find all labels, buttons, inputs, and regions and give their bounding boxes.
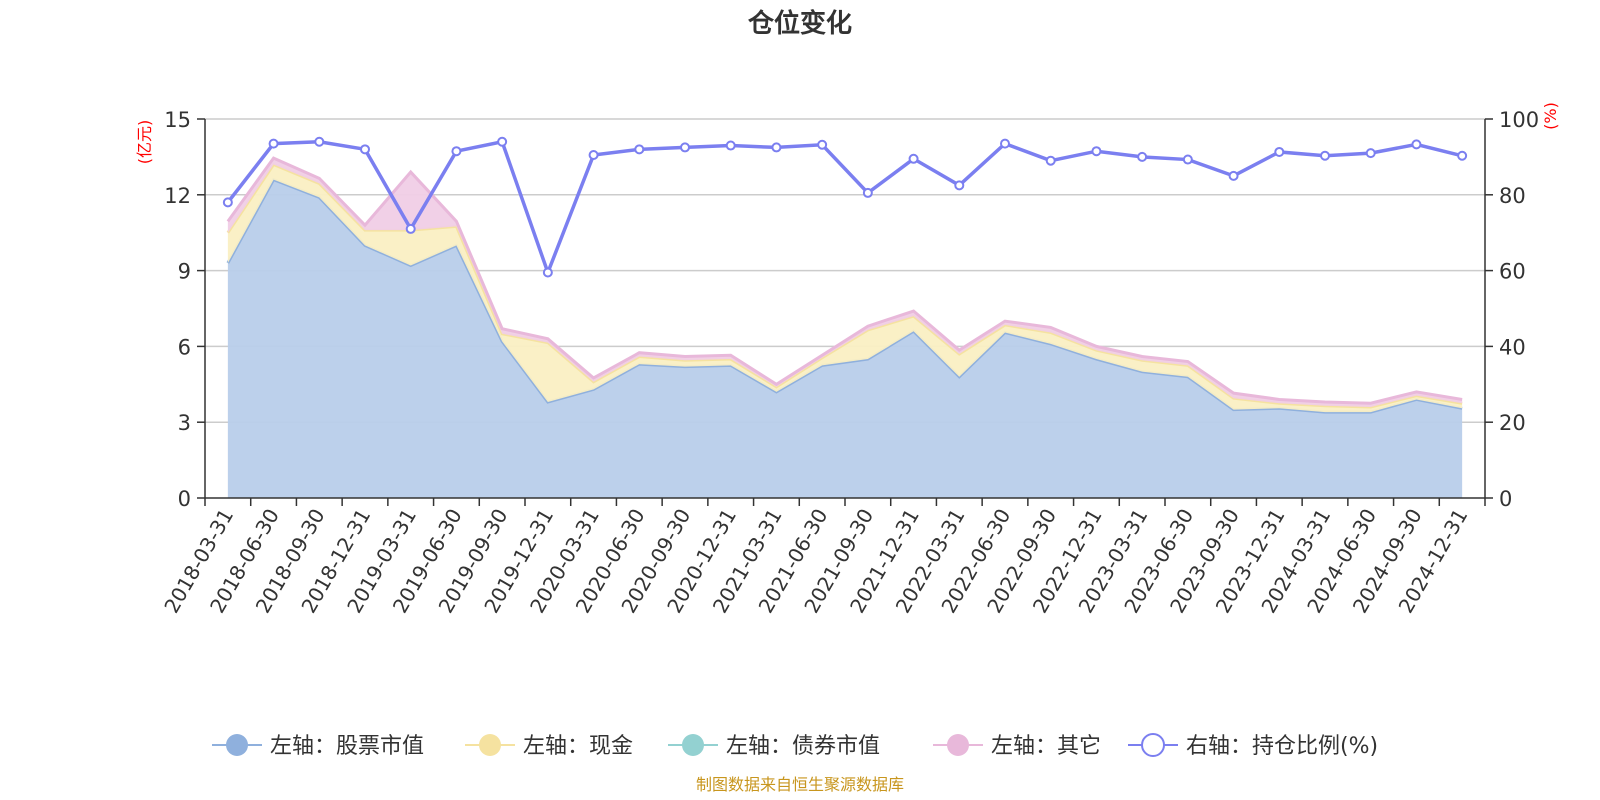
ratio-point: [1320, 150, 1330, 161]
left-axis-tick-label: 12: [164, 184, 191, 208]
right-axis-tick-label: 60: [1499, 260, 1526, 284]
right-axis-tick-label: 0: [1499, 487, 1512, 511]
right-axis-tick-label: 20: [1499, 411, 1526, 435]
ratio-point: [1274, 146, 1285, 157]
legend-label: 右轴：持仓比例(%): [1186, 734, 1378, 759]
right-axis-tick-label: 100: [1499, 108, 1539, 132]
legend-circle-marker: [479, 734, 501, 756]
ratio-point: [954, 180, 965, 191]
ratio-point: [222, 197, 233, 208]
ratio-point: [1000, 138, 1010, 149]
legend-item-0[interactable]: 左轴：股票市值: [212, 734, 424, 759]
ratio-point: [1457, 150, 1468, 161]
left-axis-tick-label: 9: [178, 260, 191, 284]
ratio-point: [1411, 139, 1422, 150]
left-axis-tick-label: 0: [178, 487, 191, 511]
legend-item-1[interactable]: 左轴：现金: [465, 734, 633, 759]
legend-label: 左轴：债券市值: [726, 734, 880, 759]
ratio-point: [908, 153, 919, 164]
area-series-0: [227, 179, 1463, 498]
ratio-point: [1091, 146, 1102, 157]
ratio-point: [314, 136, 325, 147]
ratio-point: [680, 142, 690, 153]
legend-label: 左轴：其它: [991, 734, 1101, 759]
ratio-point: [1365, 148, 1376, 159]
legend-circle-marker: [226, 734, 248, 756]
legend: 左轴：股票市值 左轴：现金 左轴：债券市值 左轴：其它 右轴：持仓比例(%): [212, 733, 1378, 759]
legend-label: 左轴：现金: [523, 734, 633, 759]
legend-circle-marker: [682, 734, 704, 756]
right-axis-tick-label: 80: [1499, 184, 1526, 208]
ratio-point: [542, 267, 553, 278]
ratio-point: [1228, 170, 1239, 181]
ratio-point: [497, 136, 508, 147]
legend-item-4[interactable]: 右轴：持仓比例(%): [1128, 733, 1378, 759]
ratio-point: [725, 140, 736, 151]
left-axis-tick-label: 15: [164, 108, 191, 132]
ratio-point: [817, 139, 828, 150]
data-source-note: 制图数据来自恒生聚源数据库: [696, 775, 904, 794]
legend-circle-marker: [1141, 733, 1165, 757]
ratio-point: [1045, 155, 1056, 166]
left-axis-tick-label: 3: [178, 411, 191, 435]
ratio-point: [771, 142, 782, 153]
ratio-point: [451, 146, 462, 157]
ratio-point: [862, 187, 873, 198]
ratio-point: [268, 138, 279, 149]
chart-title: 仓位变化: [747, 8, 852, 39]
ratio-point: [1137, 151, 1148, 162]
left-axis-tick-label: 6: [178, 335, 191, 359]
right-axis-unit: (%): [1541, 102, 1560, 130]
legend-circle-marker: [947, 734, 969, 756]
right-axis-tick-label: 40: [1499, 335, 1526, 359]
ratio-line-path: [226, 139, 1463, 278]
left-axis-unit: (亿元): [135, 120, 154, 165]
ratio-line: [222, 136, 1468, 278]
legend-label: 左轴：股票市值: [270, 734, 424, 759]
area-edge-series-3: [226, 156, 1463, 405]
legend-item-2[interactable]: 左轴：债券市值: [668, 734, 880, 759]
stacked-areas: [226, 156, 1463, 498]
ratio-point: [360, 144, 370, 155]
legend-item-3[interactable]: 左轴：其它: [933, 734, 1101, 759]
ratio-point: [405, 223, 416, 234]
ratio-point: [588, 150, 599, 161]
area-series-1: [227, 164, 1463, 413]
ratio-point: [634, 144, 645, 155]
ratio-point: [1182, 154, 1193, 165]
